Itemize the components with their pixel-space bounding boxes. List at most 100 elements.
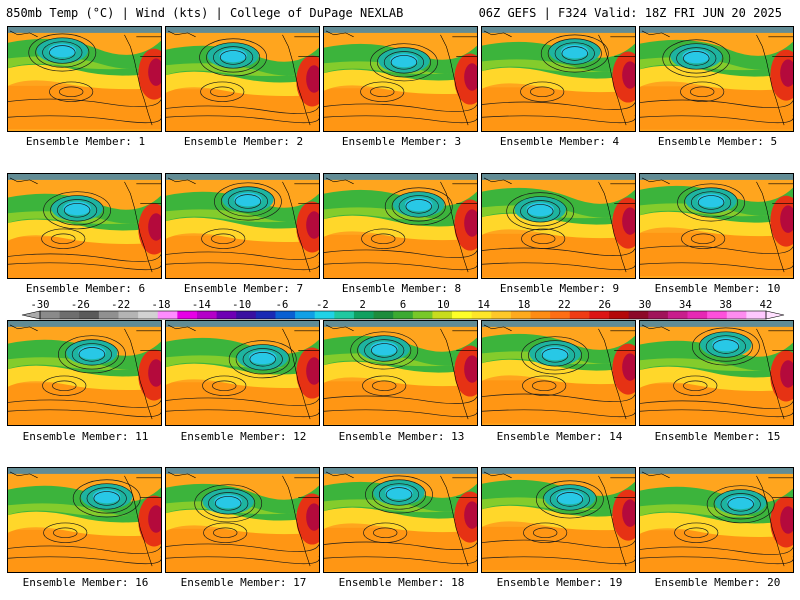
member-label-7: Ensemble Member: 7 xyxy=(183,282,304,295)
member-label-15: Ensemble Member: 15 xyxy=(654,430,781,443)
member-map-3 xyxy=(323,26,478,132)
colorbar-tick-label: -26 xyxy=(71,299,90,311)
colorbar-tick-label: -2 xyxy=(316,299,329,311)
colorbar-swatch xyxy=(98,311,119,319)
member-map-11 xyxy=(7,320,162,426)
colorbar-high-arrow xyxy=(765,310,785,320)
member-map-15 xyxy=(639,320,794,426)
member-label-10: Ensemble Member: 10 xyxy=(654,282,781,295)
member-label-11: Ensemble Member: 11 xyxy=(22,430,149,443)
member-label-16: Ensemble Member: 16 xyxy=(22,576,149,589)
colorbar-low-arrow xyxy=(21,310,41,320)
member-map-1 xyxy=(7,26,162,132)
member-label-9: Ensemble Member: 9 xyxy=(499,282,620,295)
colorbar-tick-label: 34 xyxy=(679,299,692,311)
colorbar-swatch xyxy=(177,311,198,319)
member-label-8: Ensemble Member: 8 xyxy=(341,282,462,295)
colorbar-tick-label: 14 xyxy=(477,299,490,311)
member-label-6: Ensemble Member: 6 xyxy=(25,282,146,295)
colorbar-swatch xyxy=(295,311,316,319)
colorbar-swatch xyxy=(314,311,335,319)
colorbar-swatch xyxy=(726,311,747,319)
member-map-5 xyxy=(639,26,794,132)
member-map-12 xyxy=(165,320,320,426)
colorbar-tick-label: 38 xyxy=(719,299,732,311)
colorbar-swatch xyxy=(138,311,159,319)
member-label-4: Ensemble Member: 4 xyxy=(499,135,620,148)
member-label-14: Ensemble Member: 14 xyxy=(496,430,623,443)
colorbar-tick-label: 22 xyxy=(558,299,571,311)
member-label-2: Ensemble Member: 2 xyxy=(183,135,304,148)
colorbar-swatch xyxy=(648,311,669,319)
member-label-12: Ensemble Member: 12 xyxy=(180,430,307,443)
member-label-19: Ensemble Member: 19 xyxy=(496,576,623,589)
temperature-colorbar: -30 -26 -22 -18 -14 -10 -6 -2 2 6 10 14 18 22 26 30 34 38… xyxy=(10,298,790,322)
member-map-14 xyxy=(481,320,636,426)
member-map-10 xyxy=(639,173,794,279)
colorbar-swatch xyxy=(667,311,688,319)
colorbar-swatch xyxy=(255,311,276,319)
member-map-6 xyxy=(7,173,162,279)
member-map-7 xyxy=(165,173,320,279)
colorbar-swatch xyxy=(412,311,433,319)
colorbar-swatch xyxy=(491,311,512,319)
colorbar-tick-label: 2 xyxy=(360,299,366,311)
colorbar-swatch xyxy=(746,311,767,319)
colorbar-swatch xyxy=(40,311,61,319)
colorbar-tick-label: 10 xyxy=(437,299,450,311)
colorbar-swatch xyxy=(373,311,394,319)
colorbar-swatch xyxy=(393,311,414,319)
colorbar-swatch xyxy=(275,311,296,319)
member-label-20: Ensemble Member: 20 xyxy=(654,576,781,589)
colorbar-swatch xyxy=(569,311,590,319)
colorbar-swatch xyxy=(236,311,257,319)
colorbar-swatch xyxy=(59,311,80,319)
colorbar-tick-label: -18 xyxy=(152,299,171,311)
colorbar-swatch xyxy=(628,311,649,319)
member-label-13: Ensemble Member: 13 xyxy=(338,430,465,443)
member-label-5: Ensemble Member: 5 xyxy=(657,135,778,148)
colorbar-swatch xyxy=(334,311,355,319)
member-map-17 xyxy=(165,467,320,573)
member-label-3: Ensemble Member: 3 xyxy=(341,135,462,148)
member-label-17: Ensemble Member: 17 xyxy=(180,576,307,589)
colorbar-tick-label: 6 xyxy=(400,299,406,311)
member-map-16 xyxy=(7,467,162,573)
colorbar-tick-label: 26 xyxy=(598,299,611,311)
member-map-13 xyxy=(323,320,478,426)
valid-time: 06Z GEFS | F324 Valid: 18Z FRI JUN 20 20… xyxy=(478,6,782,20)
colorbar-tick-label: -6 xyxy=(276,299,289,311)
colorbar-tick-label: 42 xyxy=(760,299,773,311)
colorbar-swatch xyxy=(609,311,630,319)
member-map-2 xyxy=(165,26,320,132)
figure-title: 850mb Temp (°C) | Wind (kts) | College o… xyxy=(6,6,404,20)
member-map-4 xyxy=(481,26,636,132)
colorbar-swatch xyxy=(471,311,492,319)
colorbar-swatch xyxy=(707,311,728,319)
colorbar-tick-label: 18 xyxy=(518,299,531,311)
colorbar-swatch xyxy=(432,311,453,319)
colorbar-swatch xyxy=(157,311,178,319)
colorbar-swatch xyxy=(353,311,374,319)
member-map-18 xyxy=(323,467,478,573)
colorbar-tick-label: -30 xyxy=(31,299,50,311)
colorbar-swatch xyxy=(118,311,139,319)
colorbar-swatch xyxy=(530,311,551,319)
colorbar-swatch xyxy=(196,311,217,319)
member-map-19 xyxy=(481,467,636,573)
colorbar-swatch xyxy=(216,311,237,319)
colorbar-swatch xyxy=(550,311,571,319)
member-map-9 xyxy=(481,173,636,279)
colorbar-tick-label: -22 xyxy=(111,299,130,311)
colorbar-swatch xyxy=(687,311,708,319)
member-map-8 xyxy=(323,173,478,279)
colorbar-swatch xyxy=(589,311,610,319)
colorbar-tick-label: -14 xyxy=(192,299,211,311)
colorbar-swatch xyxy=(510,311,531,319)
colorbar-tick-label: 30 xyxy=(639,299,652,311)
colorbar-swatch xyxy=(79,311,100,319)
colorbar-swatch xyxy=(452,311,473,319)
member-label-18: Ensemble Member: 18 xyxy=(338,576,465,589)
colorbar-tick-label: -10 xyxy=(232,299,251,311)
